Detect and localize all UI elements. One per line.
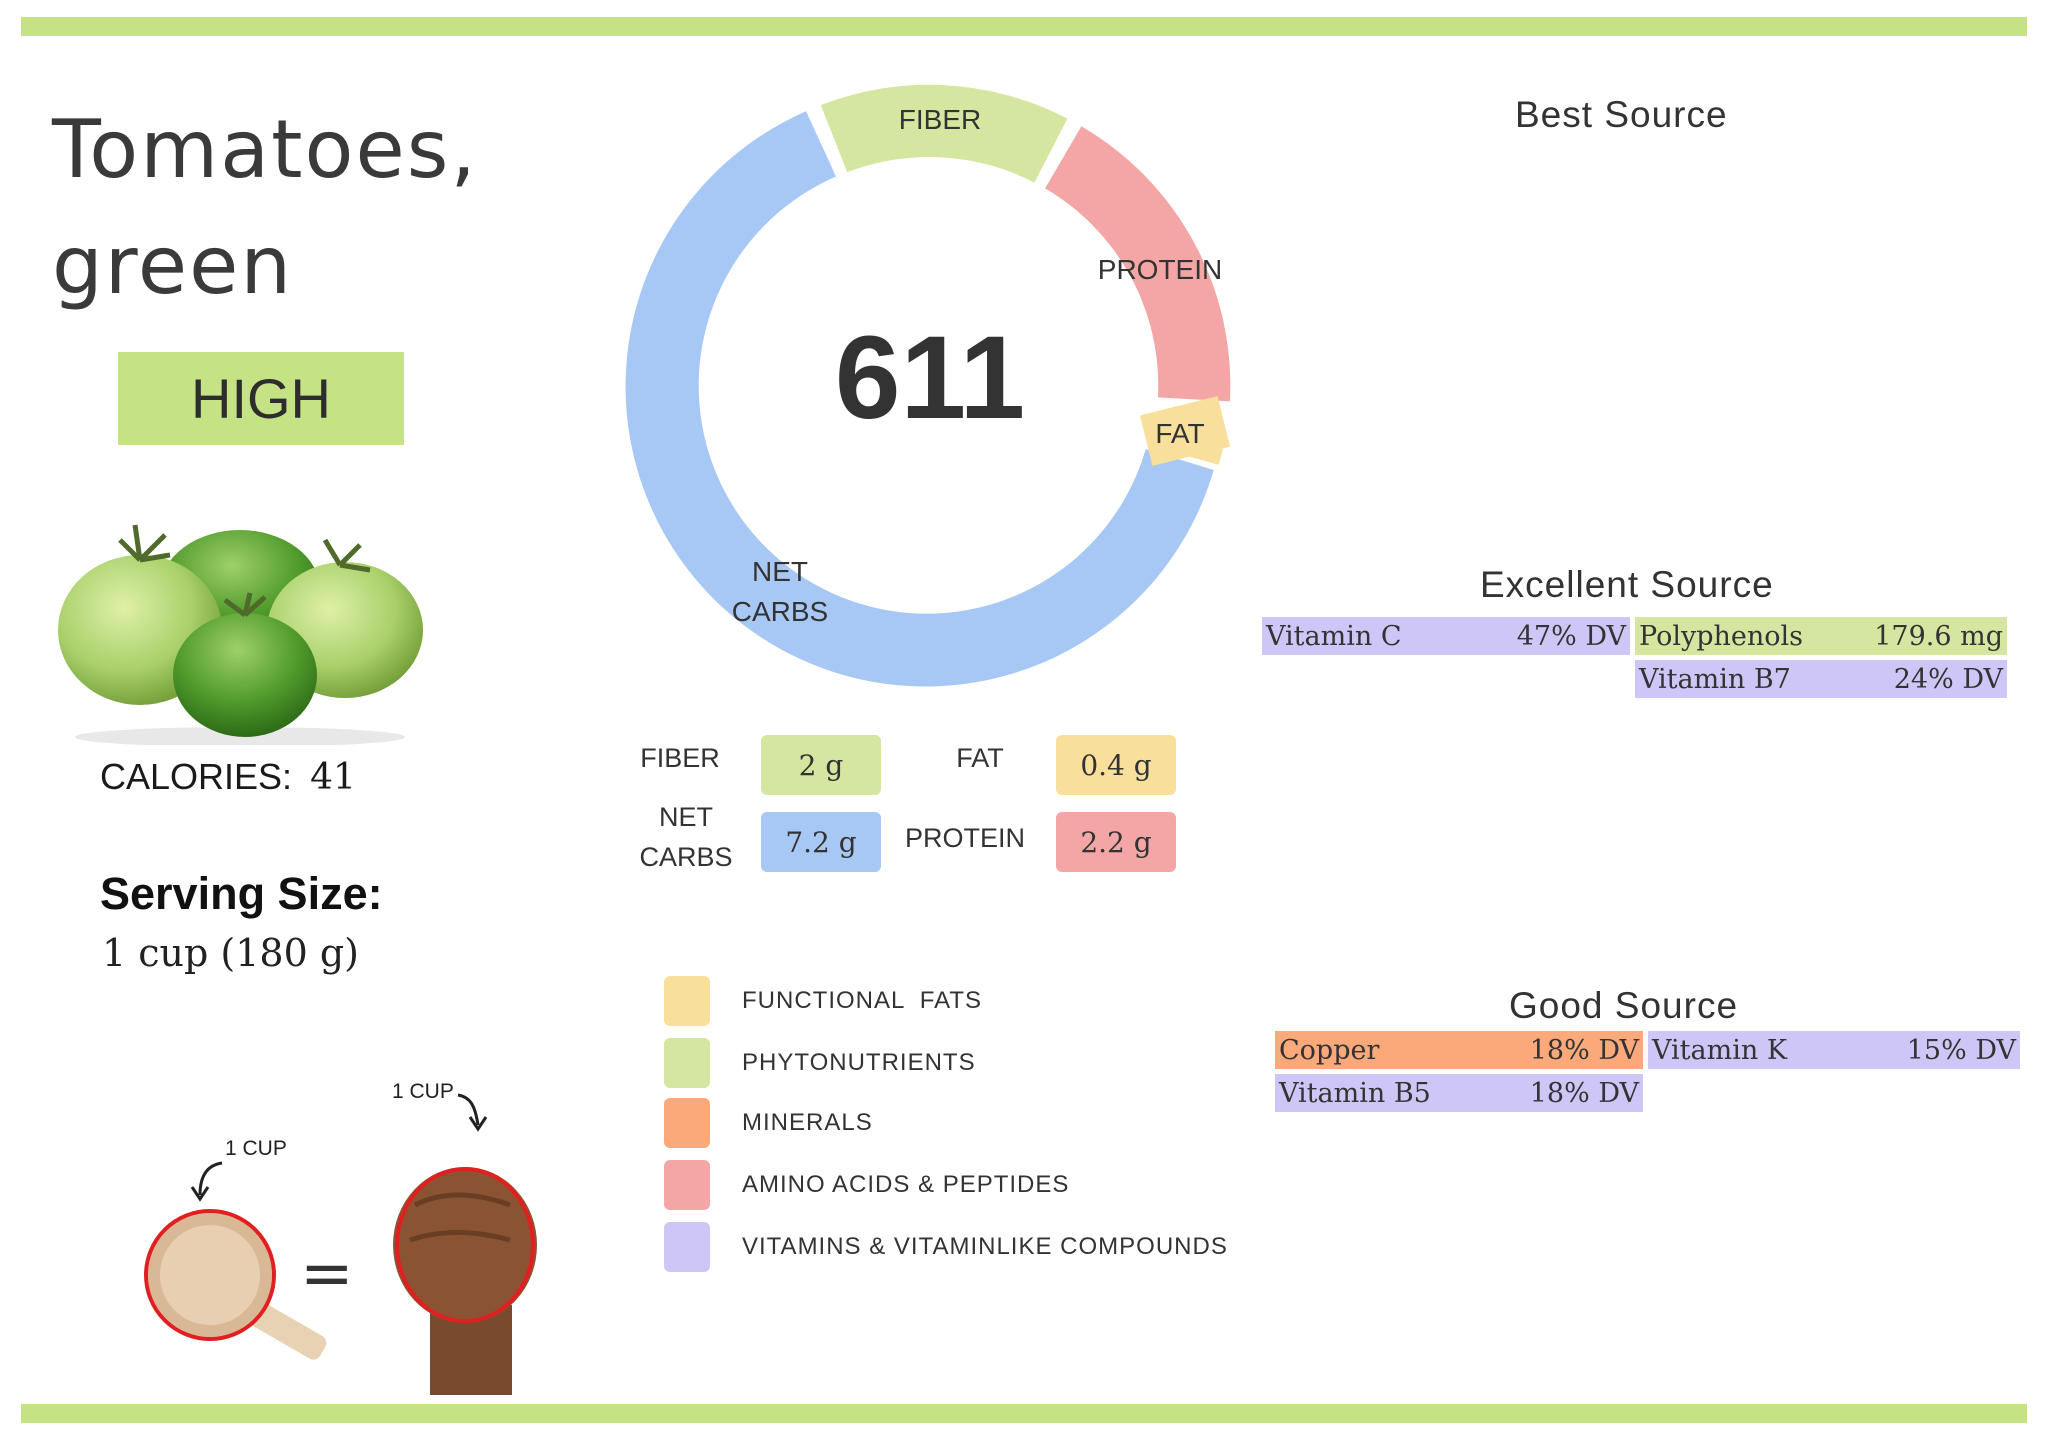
food-title: Tomatoes, green xyxy=(52,92,478,324)
calories-label: CALORIES: xyxy=(100,756,293,797)
legend-swatch xyxy=(664,1160,710,1210)
food-title-line2: green xyxy=(52,219,294,312)
nutrient-vitamin-k: Vitamin K 15% DV xyxy=(1648,1031,2020,1069)
donut-label-net-carbs-line2: CARBS xyxy=(731,596,829,627)
legend-label: PHYTONUTRIENTS xyxy=(742,1049,976,1076)
nutrient-vitamin-c: Vitamin C 47% DV xyxy=(1262,617,1630,655)
legend-swatch xyxy=(664,976,710,1026)
legend-label: VITAMINS & VITAMINLIKE COMPOUNDS xyxy=(742,1233,1228,1260)
nutrient-name: Vitamin B5 xyxy=(1279,1077,1431,1109)
food-title-line1: Tomatoes, xyxy=(52,103,478,196)
nutrient-copper: Copper 18% DV xyxy=(1275,1031,1643,1069)
best-source-heading: Best Source xyxy=(1515,94,1728,135)
serving-size-value: 1 cup (180 g) xyxy=(102,931,360,975)
calories-value: 41 xyxy=(310,757,356,798)
measuring-cup-icon xyxy=(144,1209,327,1360)
nutrient-name: Vitamin B7 xyxy=(1639,663,1791,695)
macro-net-carbs-value: 7.2 g xyxy=(761,812,881,872)
legend-label: MINERALS xyxy=(742,1109,873,1136)
donut-label-fat: FAT xyxy=(1155,418,1205,449)
legend-label: AMINO ACIDS & PEPTIDES xyxy=(742,1171,1070,1198)
equals-sign: = xyxy=(300,1237,354,1311)
nutrient-value: 47% DV xyxy=(1516,620,1626,652)
macro-protein-value: 2.2 g xyxy=(1056,812,1176,872)
legend-swatch xyxy=(664,1038,710,1088)
excellent-source-heading: Excellent Source xyxy=(1480,564,1774,605)
score-value: 611 xyxy=(834,312,1026,444)
donut-label-net-carbs: NET CARBS xyxy=(700,552,860,632)
nutrient-value: 18% DV xyxy=(1529,1034,1639,1066)
fist-icon xyxy=(393,1167,537,1395)
nutrient-name: Copper xyxy=(1279,1034,1380,1066)
top-accent-bar xyxy=(21,17,2027,36)
nutrient-polyphenols: Polyphenols 179.6 mg xyxy=(1635,617,2007,655)
nutrient-value: 179.6 mg xyxy=(1874,620,2003,652)
serving-illustration: 1 CUP = 1 CUP xyxy=(144,1080,537,1395)
macro-protein-label: PROTEIN xyxy=(904,823,1025,853)
legend-swatch xyxy=(664,1098,710,1148)
donut-segment-protein xyxy=(1045,126,1231,402)
legend-item-amino-acids: AMINO ACIDS & PEPTIDES xyxy=(664,1160,1069,1210)
legend-swatch xyxy=(664,1222,710,1272)
nutrient-value: 24% DV xyxy=(1893,663,2003,695)
donut-label-protein: PROTEIN xyxy=(1097,254,1223,285)
cup-label-right: 1 CUP xyxy=(392,1080,454,1103)
legend-label: FUNCTIONAL FATS xyxy=(742,987,983,1014)
bottom-accent-bar xyxy=(21,1404,2027,1423)
good-source-heading: Good Source xyxy=(1509,985,1739,1026)
nutrient-name: Vitamin C xyxy=(1266,620,1402,652)
nutrient-name: Polyphenols xyxy=(1639,620,1804,652)
macro-net-carbs-label: NET CARBS xyxy=(626,797,746,877)
macro-fat-value: 0.4 g xyxy=(1056,735,1176,795)
nutrient-value: 18% DV xyxy=(1529,1077,1639,1109)
calories: CALORIES: 41 xyxy=(100,756,356,798)
rating-badge: HIGH xyxy=(118,352,404,445)
legend-item-vitamins: VITAMINS & VITAMINLIKE COMPOUNDS xyxy=(664,1222,1228,1272)
donut-segment-fat xyxy=(1139,396,1231,466)
macro-fiber-label: FIBER xyxy=(640,743,720,773)
serving-size-title: Serving Size: xyxy=(100,868,383,919)
macro-net-carbs-label-line2: CARBS xyxy=(639,842,733,872)
legend-item-functional-fats: FUNCTIONAL FATS xyxy=(664,976,982,1026)
cup-label-left: 1 CUP xyxy=(225,1137,287,1160)
nutrient-vitamin-b5: Vitamin B5 18% DV xyxy=(1275,1074,1643,1112)
macro-donut-chart xyxy=(625,84,1231,687)
macro-fiber-value: 2 g xyxy=(761,735,881,795)
nutrient-name: Vitamin K xyxy=(1652,1034,1787,1066)
green-tomatoes-image xyxy=(58,524,423,745)
donut-label-net-carbs-line1: NET xyxy=(752,556,808,587)
macro-fat-label: FAT xyxy=(956,743,1004,773)
donut-segment-fiber xyxy=(820,84,1068,183)
tomato-front xyxy=(173,613,317,737)
nutrient-value: 15% DV xyxy=(1906,1034,2016,1066)
nutrient-vitamin-b7: Vitamin B7 24% DV xyxy=(1635,660,2007,698)
macro-net-carbs-label-line1: NET xyxy=(659,802,713,832)
donut-label-fiber: FIBER xyxy=(898,104,982,135)
legend-item-phytonutrients: PHYTONUTRIENTS xyxy=(664,1038,976,1088)
legend-item-minerals: MINERALS xyxy=(664,1098,873,1148)
